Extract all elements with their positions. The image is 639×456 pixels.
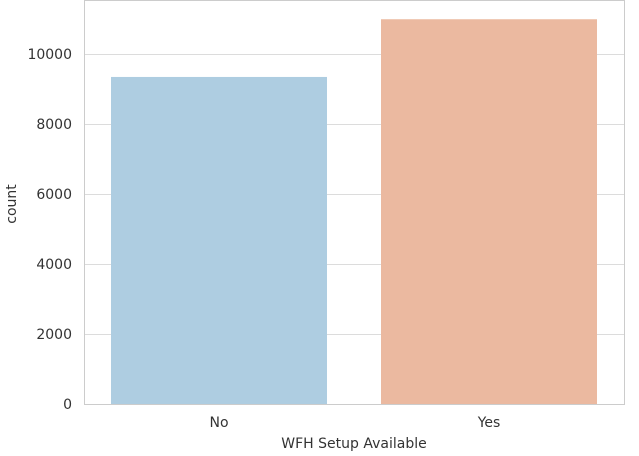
plot-frame [84, 0, 625, 405]
y-tick-label: 2000 [36, 327, 72, 343]
y-tick-label: 4000 [36, 257, 72, 273]
bar-yes [381, 19, 597, 404]
x-tick-label: Yes [477, 415, 501, 431]
x-tick-labels: No Yes [209, 415, 500, 431]
x-axis-label: WFH Setup Available [281, 436, 426, 452]
y-tick-labels: 0 2000 4000 6000 8000 10000 [27, 47, 72, 413]
y-tick-label: 0 [63, 397, 72, 413]
y-tick-label: 8000 [36, 117, 72, 133]
bar-no [111, 76, 327, 404]
bars [111, 19, 597, 404]
y-axis-label: count [4, 184, 20, 224]
y-tick-label: 10000 [27, 47, 72, 63]
y-tick-label: 6000 [36, 187, 72, 203]
x-tick-label: No [209, 415, 228, 431]
